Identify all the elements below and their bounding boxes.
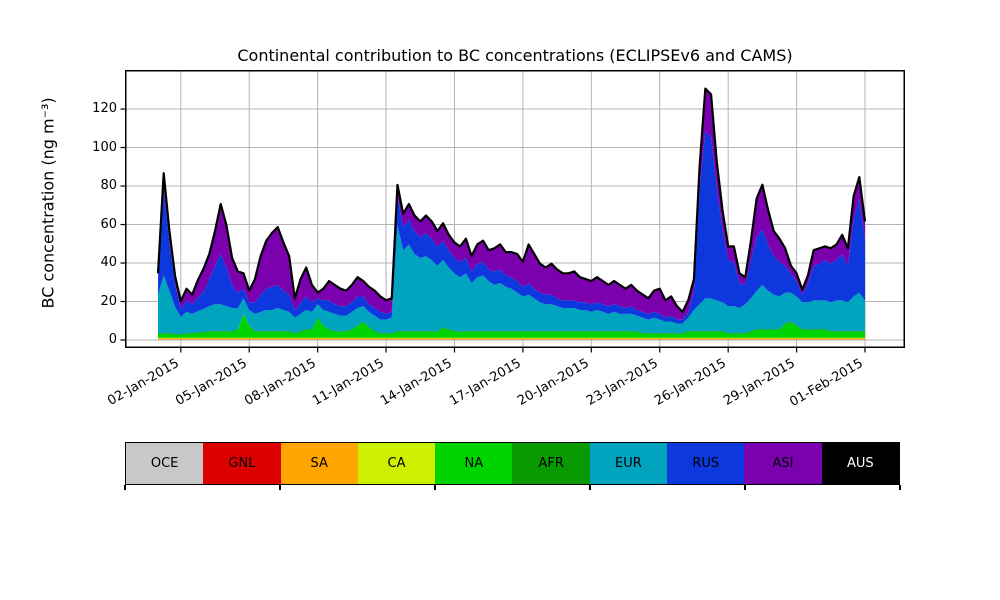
legend-label: GNL [228,456,256,471]
legend-tick-mark [434,485,436,490]
legend-label: SA [310,456,328,471]
y-tick-label: 80 [100,178,117,194]
legend-label: AFR [538,456,564,471]
y-tick-label: 0 [108,332,117,347]
y-tick-label: 120 [92,101,117,117]
legend-entry-GNL: GNL [203,443,281,484]
area-ASI [158,88,865,320]
area-EUR [158,225,865,335]
legend-tick-mark [589,485,591,490]
legend-tick-mark [279,485,281,490]
area-RUS [158,131,865,324]
y-tick-label: 40 [100,255,117,271]
legend-label: OCE [150,456,179,471]
legend-colorbar: OCE GNL SA CA NA AFR EUR RUS ASI AUS [125,442,900,485]
y-tick-label: 60 [100,216,117,232]
chart-title: Continental contribution to BC concentra… [237,46,793,65]
legend-entry-CA: CA [357,443,436,484]
legend-entry-AUS: AUS [821,443,899,484]
legend-label: NA [464,456,484,471]
x-tick-label: 02-Jan-2015 [104,356,182,409]
legend-label: ASI [772,456,794,471]
legend-entry-OCE: OCE [126,443,204,484]
legend-tick-mark [124,485,126,490]
plot-border [125,70,905,348]
legend-entry-AFR: AFR [512,443,590,484]
y-tick-label: 20 [100,293,117,309]
total-line [156,87,867,313]
legend-entry-RUS: RUS [667,443,745,484]
legend-entry-NA: NA [435,443,513,484]
y-tick-label: 100 [92,139,117,155]
legend-entry-EUR: EUR [589,443,668,484]
legend-label: CA [387,456,406,471]
legend-entry-SA: SA [280,443,358,484]
area-NA [158,314,865,338]
legend-entry-ASI: ASI [744,443,822,484]
legend-tick-mark [744,485,746,490]
legend-label: RUS [692,456,720,471]
legend-tick-mark [899,485,901,490]
legend-label: AUS [846,456,874,471]
y-axis-label: BC concentration (ng m⁻³) [38,97,58,309]
area-CA [158,337,865,339]
legend-label: EUR [615,456,642,471]
area-SA [158,338,865,340]
plot-area [120,70,905,353]
